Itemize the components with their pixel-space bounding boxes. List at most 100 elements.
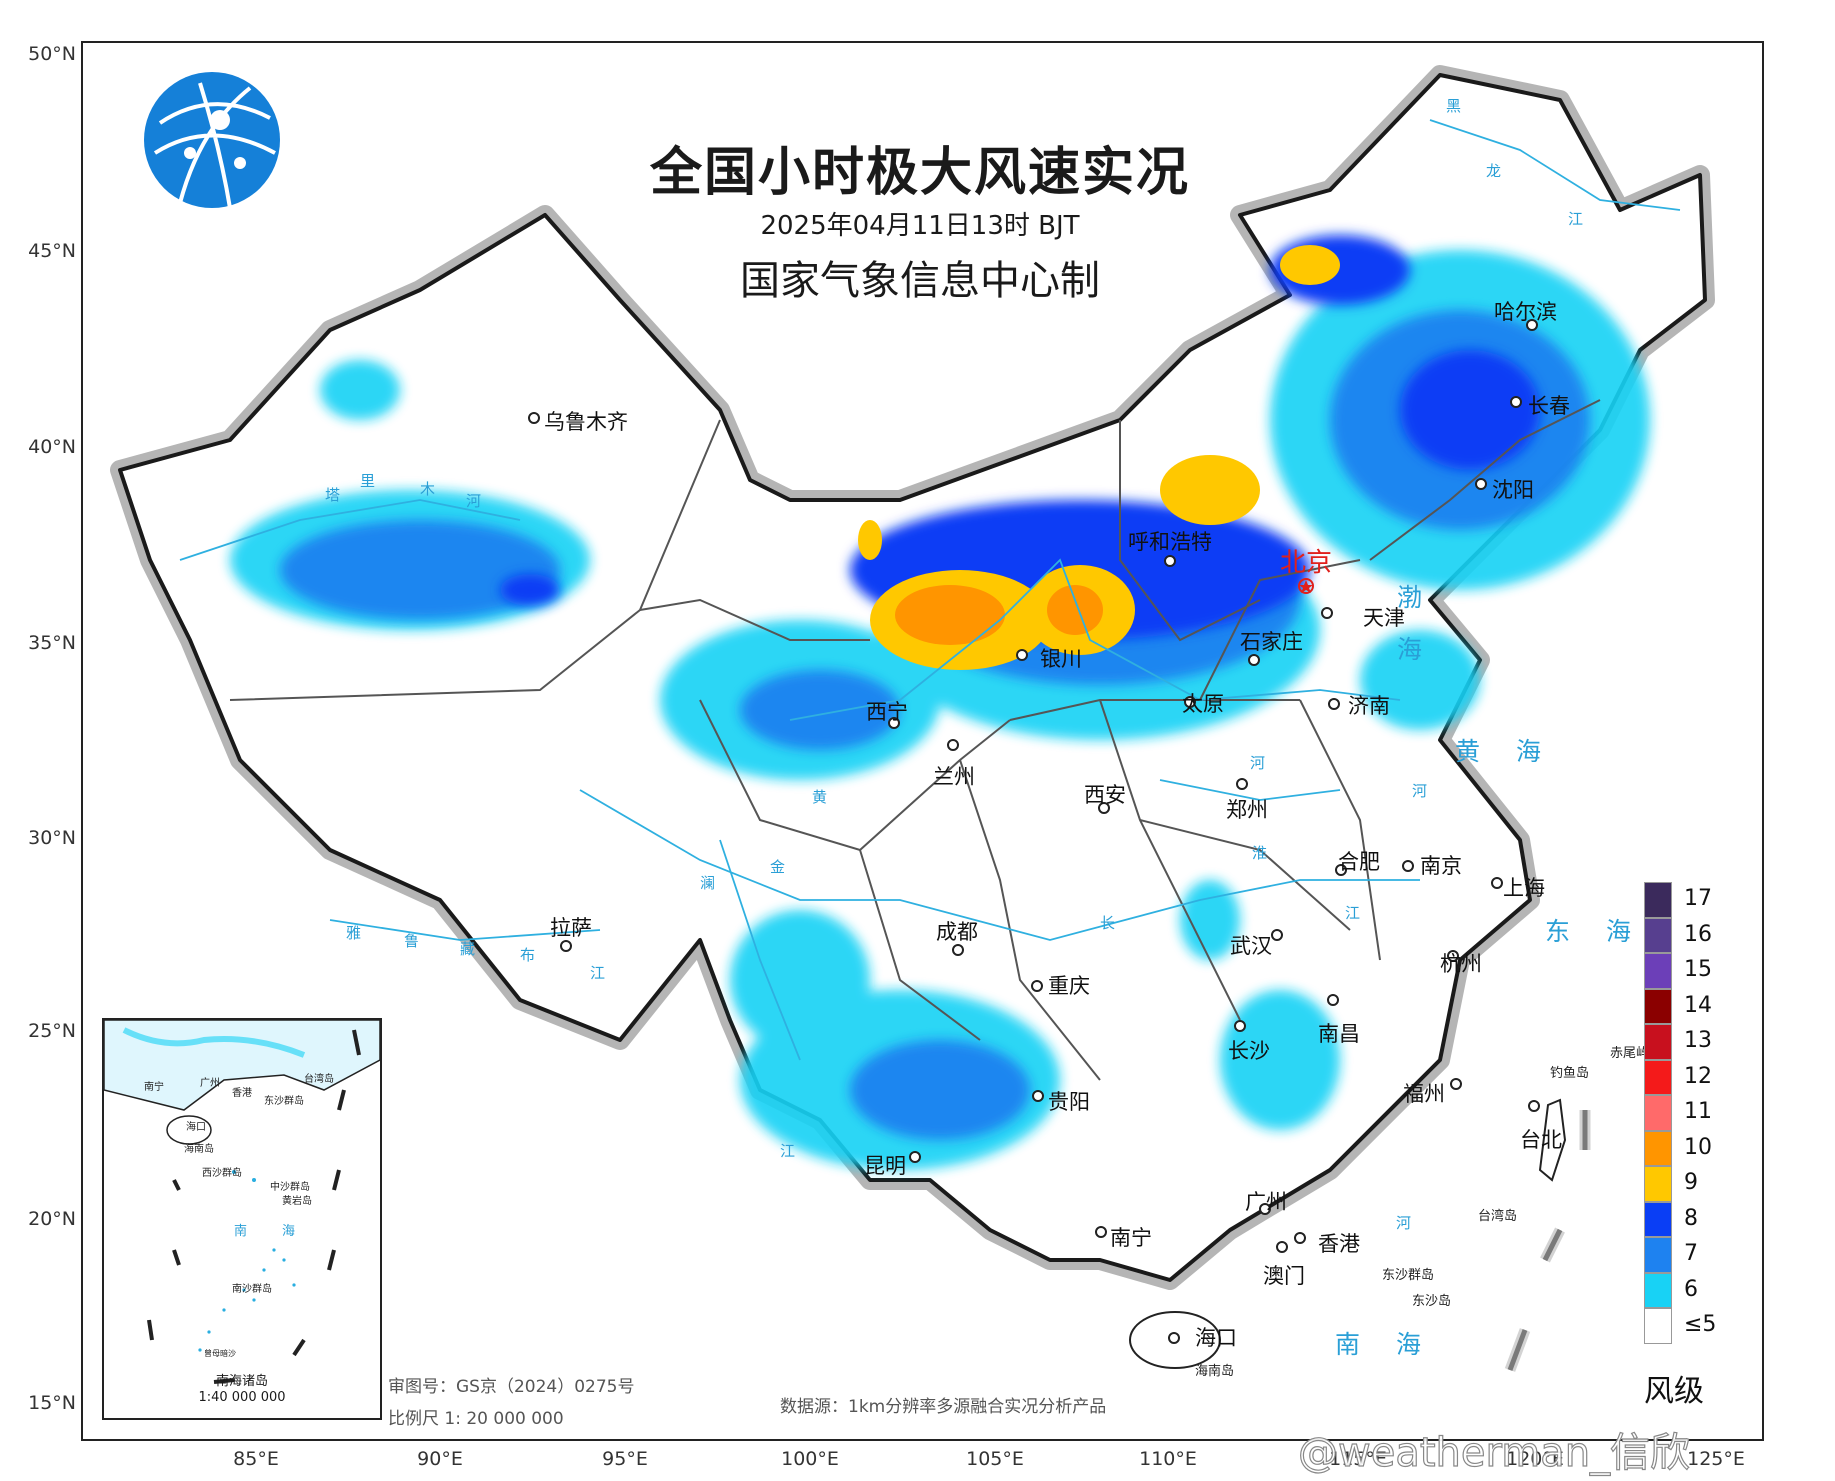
legend-swatch [1644, 1201, 1672, 1237]
city-label: 澳门 [1263, 1264, 1305, 1288]
city-label: 太原 [1182, 692, 1224, 716]
legend-label: 14 [1684, 992, 1712, 1018]
lon-label-90: 90°E [417, 1448, 463, 1470]
inset-label: 东沙群岛 [264, 1096, 304, 1107]
inset-label: 南宁 [144, 1082, 164, 1093]
river-label: 河 [1250, 754, 1266, 772]
legend-label: 12 [1684, 1063, 1712, 1089]
inset-label: 广州 [200, 1078, 220, 1089]
inset-label: 海口 [186, 1122, 206, 1133]
legend-label: 7 [1684, 1241, 1698, 1266]
sea-label-donghai: 东 海 [1545, 917, 1645, 946]
river-label: 藏 [460, 940, 476, 958]
legend-swatch [1644, 1130, 1672, 1166]
city-label: 南宁 [1110, 1226, 1152, 1250]
river-label: 澜 [700, 874, 716, 892]
lon-label-105: 105°E [966, 1448, 1024, 1470]
river-label: 鲁 [404, 932, 420, 950]
city-label: 长春 [1528, 394, 1570, 418]
city-label: 石家庄 [1240, 630, 1303, 654]
sea-label-huanghai: 黄 海 [1455, 737, 1555, 766]
lat-label-45: 45°N [28, 240, 76, 262]
lat-label-30: 30°N [28, 827, 76, 849]
city-label: 银川 [1040, 647, 1082, 671]
legend-swatch [1644, 1166, 1672, 1202]
inset-label: 台湾岛 [304, 1074, 334, 1085]
inset-label: 南 [234, 1224, 248, 1239]
city-markers [528, 319, 1540, 1344]
city-label: 呼和浩特 [1128, 530, 1212, 554]
lon-label-85: 85°E [233, 1448, 279, 1470]
inset-label: 海南岛 [184, 1144, 214, 1155]
lon-label-125: 125°E [1687, 1448, 1745, 1470]
river-label: 里 [360, 472, 376, 490]
river-label: 黑 [1446, 97, 1462, 115]
city-label: 拉萨 [550, 916, 592, 940]
river-label: 淮 [1252, 844, 1268, 862]
island-label: 赤尾屿 [1610, 1046, 1650, 1061]
sea-label-nanhai: 南 海 [1335, 1330, 1435, 1359]
legend-label: 6 [1684, 1276, 1698, 1302]
city-label: 天津 [1363, 606, 1405, 630]
cma-logo-icon [144, 72, 280, 209]
legend-swatch [1644, 953, 1672, 989]
legend-title: 风级 [1644, 1374, 1704, 1409]
city-label: 上海 [1503, 876, 1545, 900]
city-label: 哈尔滨 [1494, 300, 1557, 324]
island-label: 东沙群岛 [1382, 1268, 1435, 1283]
city-label: 郑州 [1226, 798, 1268, 822]
city-label: 杭州 [1440, 952, 1482, 976]
data-source: 数据源：1km分辨率多源融合实况分析产品 [780, 1397, 1107, 1417]
inset-scale: 1:40 000 000 [198, 1390, 286, 1405]
inset-label: 海 [282, 1224, 296, 1239]
island-label: 台湾岛 [1478, 1209, 1518, 1224]
river-label: 江 [1345, 904, 1361, 922]
lon-label-95: 95°E [602, 1448, 648, 1470]
city-label: 香港 [1318, 1232, 1360, 1256]
sea-label-bohai: 海 [1397, 635, 1437, 664]
river-label: 江 [1568, 210, 1584, 228]
review-number: 审图号：GS京（2024）0275号 [388, 1377, 635, 1397]
city-label: 成都 [936, 920, 978, 944]
legend-label: 8 [1684, 1205, 1698, 1231]
inset-label: 香港 [232, 1088, 252, 1099]
map-frame [81, 41, 1764, 1441]
beijing-star [1298, 578, 1314, 594]
city-label: 海口 [1195, 1326, 1237, 1350]
rivers [179, 119, 1681, 1061]
map-maker: 国家气象信息中心制 [740, 258, 1100, 304]
legend-label: 9 [1684, 1170, 1698, 1195]
city-label: 南昌 [1318, 1022, 1360, 1046]
legend: 17 16 15 14 13 12 11 10 9 8 7 6 ≤5 风级 [1640, 882, 1780, 1409]
legend-swatch [1644, 882, 1672, 918]
legend-swatch [1644, 1059, 1672, 1095]
taiwan-island [1538, 1098, 1567, 1182]
lon-label-100: 100°E [781, 1448, 839, 1470]
legend-label: 11 [1684, 1099, 1712, 1124]
river-label: 木 [420, 480, 436, 498]
island-label: 钓鱼岛 [1550, 1066, 1590, 1081]
city-label: 昆明 [864, 1154, 906, 1178]
lon-label-110: 110°E [1139, 1448, 1197, 1470]
legend-swatch [1644, 917, 1672, 953]
lat-label-15: 15°N [28, 1392, 76, 1414]
legend-label: 15 [1684, 957, 1712, 982]
inset-title: 南海诸岛 [215, 1374, 268, 1389]
province-boundaries [229, 399, 1601, 1081]
south-china-sea-inset: 南宁 广州 台湾岛 香港 东沙群岛 海口 海南岛 西沙群岛 中沙群岛 黄岩岛 南… [102, 1018, 382, 1420]
city-label: 南京 [1420, 854, 1462, 878]
wind-level-10 [895, 585, 1103, 645]
river-label: 长 [1100, 914, 1116, 932]
river-label: 河 [466, 492, 482, 510]
river-label: 龙 [1486, 162, 1502, 180]
river-label: 雅 [346, 924, 362, 942]
city-label: 济南 [1348, 694, 1390, 718]
inset-label: 黄岩岛 [282, 1196, 312, 1207]
map-subtitle: 2025年04月11日13时 BJT [760, 211, 1080, 241]
sea-label-bohai: 渤 [1397, 583, 1437, 612]
legend-label: 17 [1684, 886, 1712, 911]
legend-swatch [1644, 1024, 1672, 1060]
legend-swatch [1644, 1095, 1672, 1131]
